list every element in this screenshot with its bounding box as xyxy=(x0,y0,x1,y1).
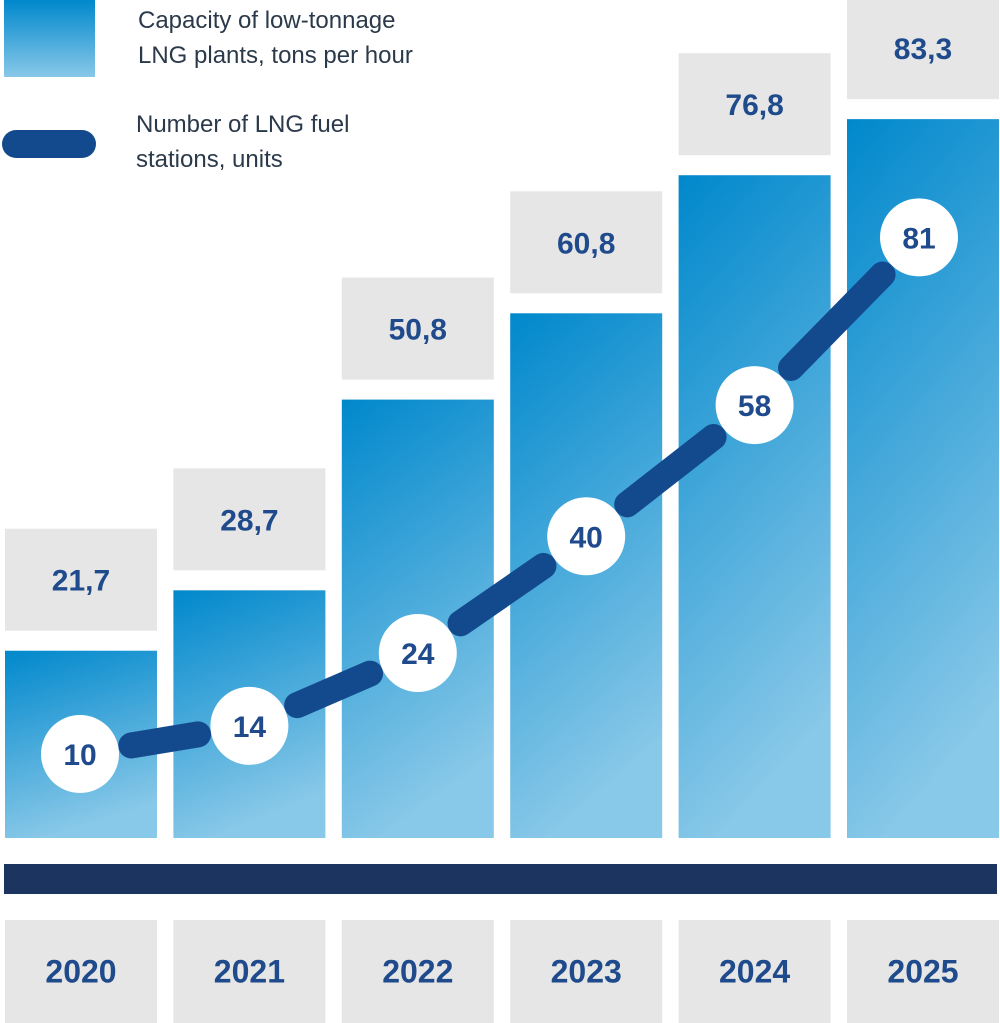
line-point-label-2021: 14 xyxy=(233,711,267,744)
bar-value-label-2022: 50,8 xyxy=(389,314,447,347)
legend-stations-line2: stations, units xyxy=(136,146,283,173)
line-layer xyxy=(118,261,896,759)
line-segment-2022-2023 xyxy=(447,552,557,637)
x-tick-label-2024: 2024 xyxy=(719,954,790,990)
x-tick-label-2021: 2021 xyxy=(214,954,285,990)
line-segment-2024-2025 xyxy=(778,261,896,381)
bar-value-label-2021: 28,7 xyxy=(220,504,278,537)
years-layer: 2020 2021 2022 2023 2024 2025 xyxy=(5,920,999,1023)
line-point-label-2024: 58 xyxy=(738,390,771,423)
legend-capacity-line1: Capacity of low-tonnage xyxy=(138,7,395,34)
line-point-label-2022: 24 xyxy=(401,638,435,671)
legend: Capacity of low-tonnage LNG plants, tons… xyxy=(2,0,413,173)
line-point-2022 xyxy=(378,613,457,692)
x-tick-label-2025: 2025 xyxy=(887,954,958,990)
legend-swatch-capacity xyxy=(4,0,95,77)
x-tick-label-2023: 2023 xyxy=(551,954,622,990)
bar-value-box-2025 xyxy=(847,0,999,100)
line-point-2023 xyxy=(547,497,626,576)
year-box-2021 xyxy=(173,920,326,1023)
year-box-2024 xyxy=(678,920,831,1023)
year-box-2023 xyxy=(510,920,663,1023)
bar-value-box-2022 xyxy=(341,277,494,380)
x-tick-label-2020: 2020 xyxy=(45,954,116,990)
line-point-2025 xyxy=(880,198,958,277)
bar-value-box-2020 xyxy=(5,528,157,631)
line-point-label-2020: 10 xyxy=(63,739,96,772)
bar-value-label-2024: 76,8 xyxy=(725,89,783,122)
bar-value-label-2023: 60,8 xyxy=(557,227,615,260)
line-point-label-2025: 81 xyxy=(902,222,935,255)
line-segment-2020-2021 xyxy=(118,721,212,759)
line-point-2021 xyxy=(210,686,289,765)
x-axis-band xyxy=(4,864,997,894)
legend-stations-line1: Number of LNG fuel xyxy=(136,111,349,138)
bar-value-box-2024 xyxy=(678,53,831,156)
bar-2024 xyxy=(678,175,831,838)
x-tick-label-2022: 2022 xyxy=(382,954,453,990)
bar-value-box-2021 xyxy=(173,468,326,571)
line-point-label-2023: 40 xyxy=(570,521,603,554)
line-point-2024 xyxy=(715,366,794,445)
line-point-2020 xyxy=(41,715,119,793)
bar-value-label-2020: 21,7 xyxy=(52,565,110,598)
bar-value-box-2023 xyxy=(510,191,663,294)
year-box-2022 xyxy=(341,920,494,1023)
year-box-2025 xyxy=(847,920,999,1023)
points-layer: 10 14 24 40 58 81 xyxy=(41,198,958,793)
line-segment-2021-2022 xyxy=(284,660,384,719)
legend-capacity-line2: LNG plants, tons per hour xyxy=(138,42,413,69)
bar-value-label-2025: 83,3 xyxy=(894,33,952,66)
line-segment-2023-2024 xyxy=(614,424,727,518)
year-box-2020 xyxy=(5,920,157,1023)
